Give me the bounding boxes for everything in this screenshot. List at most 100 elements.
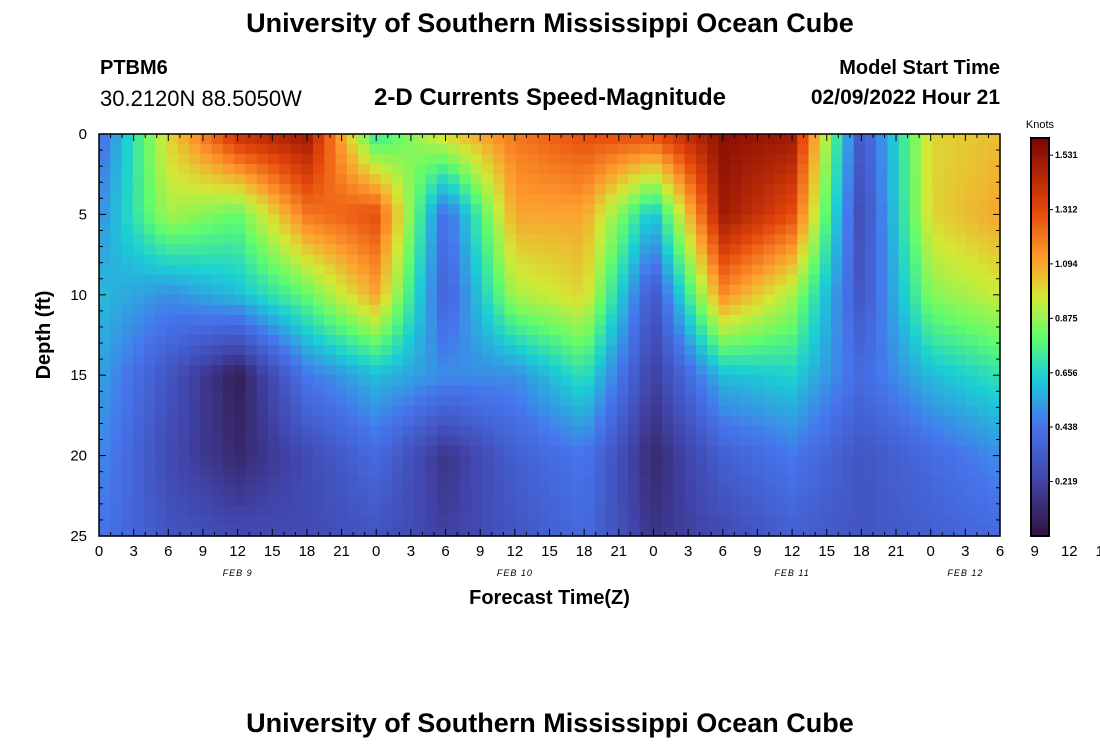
heatmap-cell: [403, 264, 415, 276]
heatmap-cell: [200, 284, 213, 296]
heatmap-cell: [211, 254, 224, 266]
heatmap-cell: [943, 515, 956, 527]
heatmap-cell: [403, 415, 415, 427]
heatmap-cell: [909, 495, 922, 507]
heatmap-cell: [166, 284, 179, 296]
heatmap-cell: [459, 525, 472, 537]
heatmap-cell: [324, 214, 337, 226]
heatmap-cell: [144, 304, 156, 316]
heatmap-cell: [279, 485, 292, 497]
heatmap-cell: [504, 525, 517, 537]
heatmap-cell: [729, 415, 742, 427]
heatmap-cell: [391, 174, 404, 185]
heatmap-cell: [346, 495, 359, 507]
heatmap-cell: [932, 284, 945, 296]
heatmap-cell: [752, 415, 765, 427]
heatmap-cell: [819, 274, 832, 286]
heatmap-cell: [605, 455, 618, 467]
heatmap-cell: [831, 355, 843, 366]
heatmap-cell: [470, 244, 483, 256]
heatmap-cell: [110, 515, 123, 527]
heatmap-cell: [695, 345, 708, 356]
heatmap-cell: [831, 204, 843, 215]
heatmap-cell: [628, 184, 641, 195]
heatmap-cell: [144, 134, 156, 145]
heatmap-cell: [650, 204, 663, 215]
heatmap-cell: [932, 134, 945, 145]
heatmap-cell: [695, 385, 708, 396]
heatmap-cell: [932, 224, 945, 236]
heatmap-cell: [898, 154, 911, 165]
heatmap-cell: [166, 495, 179, 507]
heatmap-cell: [898, 425, 911, 437]
heatmap-cell: [752, 445, 765, 457]
heatmap-cell: [110, 455, 123, 467]
heatmap-cell: [121, 264, 134, 276]
heatmap-cell: [459, 164, 472, 175]
heatmap-cell: [177, 154, 190, 165]
heatmap-cell: [639, 264, 652, 276]
heatmap-cell: [245, 214, 258, 226]
heatmap-cell: [853, 385, 866, 396]
heatmap-cell: [324, 435, 337, 447]
heatmap-cell: [808, 495, 821, 507]
heatmap-cell: [267, 525, 280, 537]
heatmap-cell: [932, 495, 945, 507]
heatmap-cell: [695, 415, 708, 427]
heatmap-cell: [639, 405, 652, 416]
heatmap-cell: [752, 184, 765, 195]
heatmap-cell: [921, 244, 934, 256]
heatmap-cell: [639, 164, 652, 175]
heatmap-cell: [707, 264, 720, 276]
heatmap-cell: [932, 475, 945, 487]
heatmap-cell: [605, 254, 618, 266]
heatmap-cell: [943, 385, 956, 396]
x-tick-label: 18: [853, 543, 870, 560]
heatmap-cell: [256, 495, 269, 507]
heatmap-cell: [369, 254, 382, 266]
heatmap-cell: [301, 365, 314, 376]
heatmap-cell: [346, 304, 359, 316]
heatmap-cell: [988, 274, 1001, 286]
heatmap-cell: [245, 164, 258, 175]
heatmap-cell: [740, 415, 753, 427]
colorbar-tick-label: 1.094: [1055, 259, 1078, 269]
heatmap-cell: [549, 224, 562, 236]
heatmap-cell: [380, 405, 393, 416]
heatmap-cell: [369, 324, 382, 336]
heatmap-cell: [504, 244, 517, 256]
heatmap-cell: [842, 365, 855, 376]
heatmap-cell: [290, 254, 303, 266]
heatmap-cell: [628, 254, 641, 266]
heatmap-cell: [876, 335, 888, 346]
heatmap-cell: [110, 134, 123, 145]
heatmap-cell: [763, 244, 776, 256]
heatmap-cell: [954, 324, 967, 336]
heatmap-cell: [538, 475, 551, 487]
heatmap-cell: [605, 365, 618, 376]
heatmap-cell: [245, 194, 258, 205]
heatmap-cell: [279, 174, 292, 185]
heatmap-cell: [369, 194, 382, 205]
heatmap-cell: [267, 385, 280, 396]
heatmap-cell: [515, 425, 528, 437]
heatmap-cell: [774, 134, 787, 145]
heatmap-cell: [887, 475, 900, 487]
heatmap-cell: [876, 515, 888, 527]
heatmap-cell: [921, 284, 934, 296]
heatmap-cell: [740, 465, 753, 477]
heatmap-cell: [515, 274, 528, 286]
heatmap-cell: [301, 314, 314, 326]
heatmap-cell: [718, 335, 731, 346]
heatmap-cell: [245, 244, 258, 256]
heatmap-cell: [560, 204, 573, 215]
heatmap-cell: [470, 234, 483, 246]
heatmap-cell: [200, 184, 213, 195]
heatmap-cell: [594, 345, 607, 356]
heatmap-cell: [279, 274, 292, 286]
heatmap-cell: [155, 485, 168, 497]
heatmap-cell: [448, 355, 460, 366]
heatmap-cell: [763, 505, 776, 517]
heatmap-cell: [988, 214, 1001, 226]
heatmap-cell: [819, 425, 832, 437]
